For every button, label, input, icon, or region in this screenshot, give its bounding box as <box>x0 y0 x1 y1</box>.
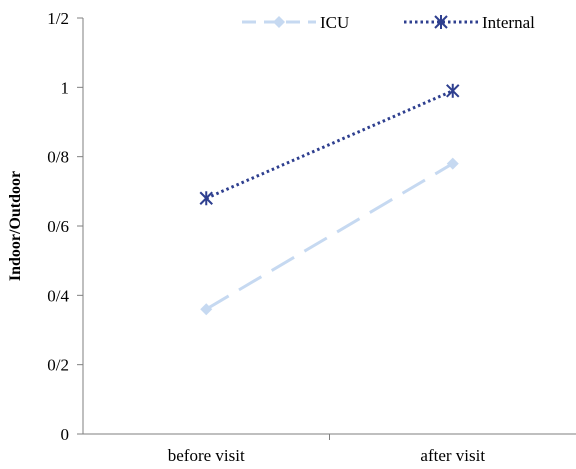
y-ticks: 0 0/2 0/4 0/6 0/8 1 1/2 <box>47 9 83 444</box>
x-ticks: before visit after visit <box>168 434 485 465</box>
y-tick-label: 0/6 <box>47 217 69 236</box>
series-layer <box>199 83 460 316</box>
legend: ICU Internal <box>242 13 535 32</box>
series-line-icu <box>205 162 454 311</box>
y-tick-label: 0/4 <box>47 286 69 305</box>
legend-label-internal: Internal <box>482 13 535 32</box>
data-point-internal <box>446 83 460 98</box>
y-tick-label: 0 <box>61 425 70 444</box>
series-line-internal <box>205 89 454 200</box>
y-axis-title: Indoor/Outdoor <box>7 171 24 281</box>
y-tick-label: 1/2 <box>47 9 69 28</box>
legend-label-icu: ICU <box>320 13 349 32</box>
x-tick-label: after visit <box>420 446 485 465</box>
data-point-icu <box>200 303 213 316</box>
legend-marker-icu <box>273 16 285 28</box>
x-tick-label: before visit <box>168 446 245 465</box>
legend-marker-internal <box>434 15 448 29</box>
data-point-internal <box>199 191 213 206</box>
y-tick-label: 1 <box>61 78 70 97</box>
y-tick-label: 0/2 <box>47 356 69 375</box>
data-point-icu <box>446 157 459 170</box>
y-tick-label: 0/8 <box>47 148 69 167</box>
